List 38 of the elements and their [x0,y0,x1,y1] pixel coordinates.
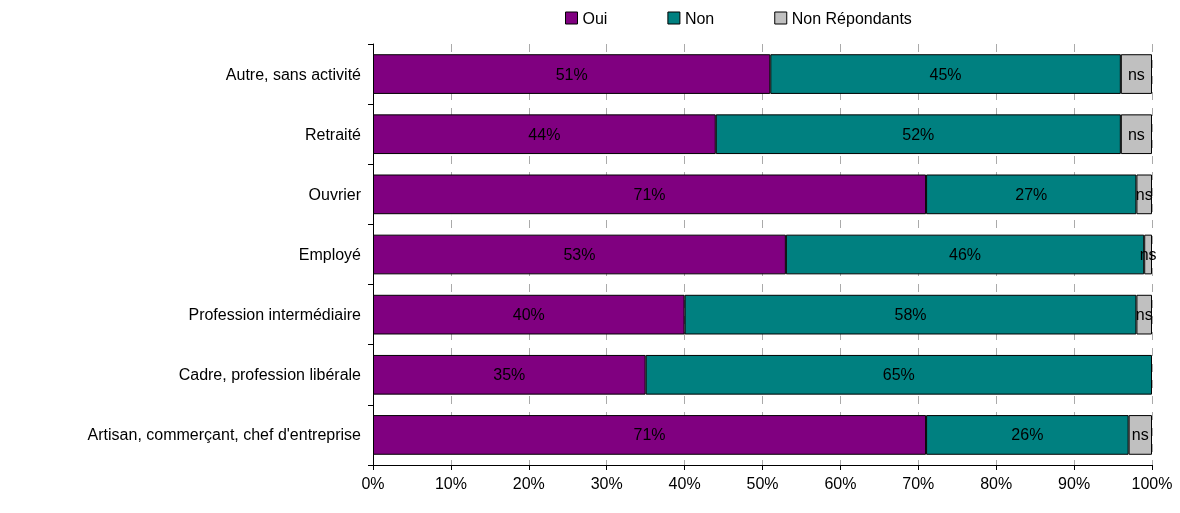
data-label: ns [1127,65,1145,83]
x-tick-label: 10% [434,474,467,492]
x-tick-label: 100% [1131,474,1173,492]
x-tick-label: 50% [746,474,779,492]
x-tick-label: 0% [361,474,385,492]
data-label: 44% [528,125,561,143]
data-label: 27% [1015,185,1048,203]
data-label: 53% [563,246,596,263]
x-tick-label: 80% [980,474,1013,492]
data-label: 35% [493,366,526,384]
data-label: 45% [929,65,962,83]
y-tick-label: Ouvrier [308,185,362,203]
data-label: ns [1127,125,1145,143]
y-tick-label: Employé [298,246,362,263]
data-label: 58% [894,306,927,324]
y-tick-label: Artisan, commerçant, chef d'entreprise [87,426,362,444]
data-label: 51% [555,65,588,83]
y-tick-label: Retraité [304,125,362,143]
y-tick-label: Autre, sans activité [225,65,362,83]
data-label: 71% [633,426,666,444]
data-label: 52% [902,125,935,143]
x-tick-label: 40% [668,474,701,492]
data-label: 46% [949,246,982,263]
data-label: 71% [633,185,666,203]
y-tick-label: Cadre, profession libérale [178,366,362,384]
data-label: 65% [882,366,915,384]
data-label: 26% [1011,426,1044,444]
data-label: 40% [512,306,545,324]
x-tick-label: 90% [1058,474,1091,492]
data-label: ns [1131,426,1149,444]
legend-label: Non Répondants [791,9,912,27]
x-tick-label: 60% [824,474,857,492]
legend-label: Oui [582,9,608,27]
x-tick-label: 30% [590,474,623,492]
legend-label: Non [684,9,715,27]
x-tick-label: 70% [902,474,935,492]
x-tick-label: 20% [512,474,545,492]
y-tick-label: Profession intermédiaire [188,306,362,324]
